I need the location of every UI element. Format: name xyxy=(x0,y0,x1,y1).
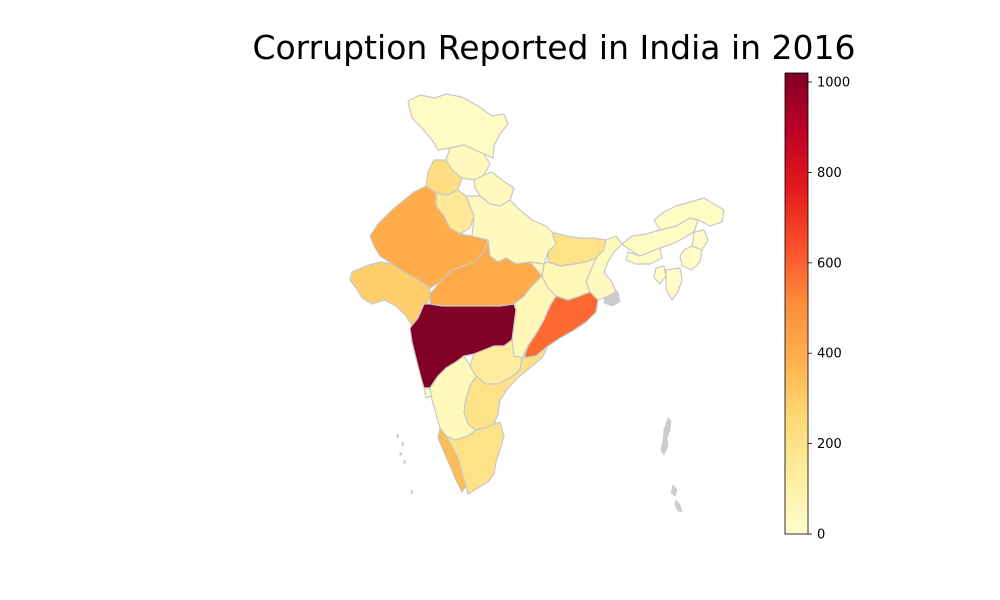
region-nagaland xyxy=(691,229,709,251)
colorbar-ticks: 0 200 400 600 800 1000 xyxy=(808,76,850,543)
region-manipur xyxy=(679,245,703,271)
page-title: Corruption Reported in India in 2016 xyxy=(252,28,856,67)
region-meghalaya xyxy=(625,247,663,265)
lakshadweep-islands xyxy=(396,433,414,495)
colorbar: 0 200 400 600 800 1000 xyxy=(784,72,850,543)
state-regions xyxy=(349,93,725,495)
colorbar-tick-label: 0 xyxy=(817,528,825,543)
colorbar-gradient xyxy=(784,72,809,535)
colorbar-tick-label: 400 xyxy=(817,347,842,362)
region-odisha xyxy=(523,291,599,359)
colorbar-tick-label: 600 xyxy=(817,256,842,271)
region-jammu-and-kashmir xyxy=(407,93,509,159)
andaman-nicobar-islands xyxy=(660,417,683,513)
region-mizoram xyxy=(665,267,683,301)
region-uttar-pradesh xyxy=(465,195,557,265)
region-arunachal-pradesh xyxy=(653,197,725,231)
region-andhra-pradesh xyxy=(463,345,549,431)
region-tripura xyxy=(653,265,667,285)
colorbar-tick-label: 800 xyxy=(817,166,842,181)
colorbar-tick-label: 200 xyxy=(817,437,842,452)
colorbar-tick-label: 1000 xyxy=(817,76,850,91)
region-tamil-nadu xyxy=(445,421,505,495)
